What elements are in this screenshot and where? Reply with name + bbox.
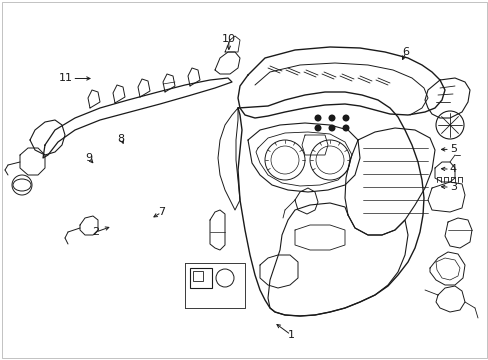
Circle shape: [314, 114, 321, 122]
Text: 3: 3: [449, 182, 456, 192]
Text: 1: 1: [287, 330, 294, 340]
Circle shape: [342, 125, 349, 131]
Text: 10: 10: [222, 34, 235, 44]
Circle shape: [314, 125, 321, 131]
Circle shape: [342, 114, 349, 122]
Text: 6: 6: [402, 47, 408, 57]
Text: 11: 11: [58, 73, 72, 84]
Circle shape: [328, 125, 335, 131]
Text: 7: 7: [158, 207, 164, 217]
Text: 8: 8: [118, 134, 124, 144]
Text: 5: 5: [449, 144, 456, 154]
Text: 4: 4: [449, 164, 456, 174]
Bar: [190, 268, 212, 288]
Text: 9: 9: [85, 153, 92, 163]
Circle shape: [328, 114, 335, 122]
Text: 2: 2: [92, 227, 99, 237]
Bar: [193, 271, 203, 281]
